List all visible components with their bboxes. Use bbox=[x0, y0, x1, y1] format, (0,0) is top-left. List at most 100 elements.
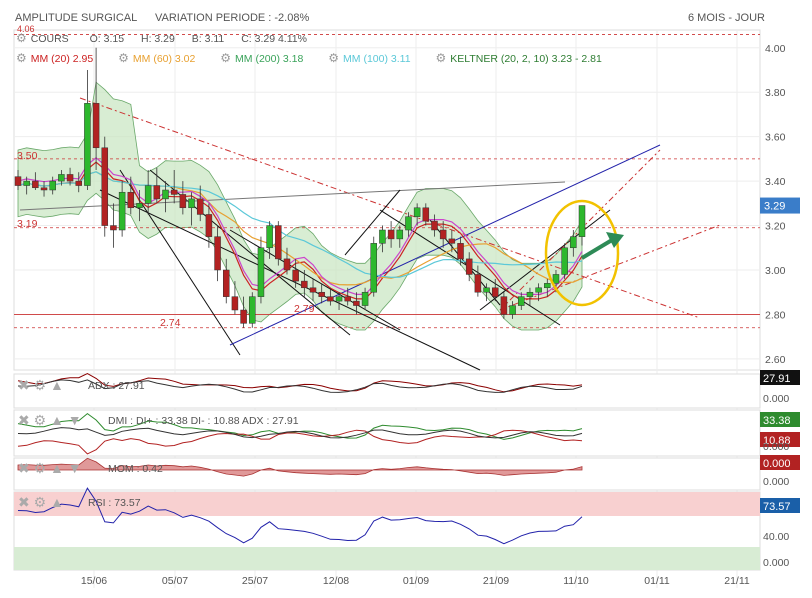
candle bbox=[465, 258, 473, 275]
dmi-label: DMI : DI+ : 33.38 DI- : 10.88 ADX : 27.9… bbox=[108, 415, 299, 427]
candle bbox=[110, 225, 117, 231]
indicator-badge bbox=[760, 455, 800, 470]
gear-icon[interactable]: ⚙ bbox=[118, 51, 129, 65]
x-tick-label: 21/09 bbox=[483, 575, 509, 587]
candle bbox=[318, 291, 325, 297]
candle bbox=[23, 180, 30, 186]
indicator-panel-frame bbox=[13, 457, 761, 491]
candle bbox=[84, 103, 91, 186]
level-label-319: 3.19 bbox=[17, 218, 38, 230]
close-value: C: 3.29 bbox=[241, 33, 276, 45]
cours-label: COURS bbox=[30, 33, 69, 45]
x-tick-label: 01/09 bbox=[403, 575, 429, 587]
candle bbox=[214, 236, 221, 271]
panel-rsi-controls[interactable]: ✖ ⚙ ▲ bbox=[18, 494, 64, 510]
candle bbox=[379, 229, 386, 244]
candle bbox=[66, 174, 74, 182]
panel-dmi-controls[interactable]: ✖ ⚙ ▲ ▼ bbox=[18, 412, 82, 428]
y-tick-label: 3.60 bbox=[765, 132, 786, 144]
y-tick-label: 2.80 bbox=[765, 309, 786, 321]
candle bbox=[405, 216, 412, 231]
x-tick-label: 05/07 bbox=[162, 575, 188, 587]
panel-mom-controls[interactable]: ✖ ⚙ ▲ ▼ bbox=[18, 460, 82, 476]
y-tick-label: 3.00 bbox=[765, 265, 786, 277]
candle bbox=[561, 247, 568, 275]
candle bbox=[14, 176, 22, 186]
indicator-tick-label: 0.000 bbox=[763, 557, 789, 569]
trend-arrow-head bbox=[606, 232, 624, 248]
candle bbox=[101, 147, 109, 226]
y-tick-label: 3.40 bbox=[765, 176, 786, 188]
candle bbox=[92, 103, 100, 149]
candle bbox=[249, 296, 256, 324]
candle bbox=[457, 243, 464, 260]
panel-adx-controls[interactable]: ✖ ⚙ ▲ bbox=[18, 377, 64, 393]
gear-icon[interactable]: ⚙ bbox=[328, 51, 340, 65]
rsi-oversold-zone bbox=[14, 547, 760, 570]
indicator-panel-frame bbox=[13, 409, 761, 457]
mom-label: MOM : 0.42 bbox=[108, 463, 163, 475]
candle bbox=[222, 269, 230, 297]
keltner-label[interactable]: KELTNER (20, 2, 10) 3.23 - 2.81 bbox=[450, 53, 602, 65]
gear-icon[interactable]: ⚙ bbox=[220, 51, 232, 65]
candle bbox=[335, 296, 343, 302]
candle bbox=[309, 287, 317, 293]
trend-line bbox=[99, 189, 481, 371]
candle bbox=[509, 305, 516, 315]
candle bbox=[136, 203, 143, 209]
candle bbox=[144, 185, 152, 204]
candle bbox=[266, 225, 273, 249]
candle bbox=[570, 236, 577, 249]
mm20-label[interactable]: MM (20) 2.95 bbox=[30, 53, 94, 65]
y-tick-label: 3.20 bbox=[765, 221, 786, 233]
mm100-label[interactable]: MM (100) 3.11 bbox=[343, 53, 411, 65]
candle bbox=[396, 229, 404, 240]
candle bbox=[353, 300, 360, 306]
x-tick-label: 15/06 bbox=[81, 575, 107, 587]
level-label-279: 2.79 bbox=[294, 303, 315, 315]
x-tick-label: 01/11 bbox=[644, 575, 670, 587]
trend-line bbox=[229, 144, 661, 346]
trend-line bbox=[229, 229, 401, 331]
x-tick-label: 21/11 bbox=[724, 575, 750, 587]
indicator-tick-label: 0.000 bbox=[763, 393, 789, 405]
candle bbox=[275, 225, 282, 260]
candle bbox=[483, 287, 490, 293]
candle bbox=[58, 174, 65, 182]
period-selector[interactable]: 6 MOIS - JOUR bbox=[688, 12, 766, 24]
legend-cours[interactable]: ⚙ COURS O: 3.15 H: 3.29 B: 3.11 C: 3.29 4… bbox=[16, 31, 307, 45]
gear-icon[interactable]: ⚙ bbox=[16, 51, 27, 65]
level-label-406: 4.06 bbox=[17, 24, 35, 34]
x-tick-label: 25/07 bbox=[242, 575, 268, 587]
mm200-label[interactable]: MM (200) 3.18 bbox=[235, 53, 304, 65]
candle bbox=[344, 296, 351, 302]
level-label-350: 3.50 bbox=[17, 150, 38, 162]
mm60-label[interactable]: MM (60) 3.02 bbox=[132, 53, 196, 65]
candle bbox=[448, 238, 456, 244]
high-value: H: 3.29 bbox=[140, 33, 175, 45]
indicator-badge-value: 73.57 bbox=[763, 501, 791, 513]
candle bbox=[162, 189, 169, 200]
trend-line bbox=[499, 224, 721, 311]
gear-icon[interactable]: ⚙ bbox=[16, 31, 27, 45]
candle bbox=[578, 205, 586, 237]
y-tick-label: 2.60 bbox=[765, 354, 786, 366]
rsi-label: RSI : 73.57 bbox=[88, 497, 141, 509]
indicator-badge bbox=[760, 370, 800, 385]
candle bbox=[231, 296, 239, 311]
indicator-panel-frame bbox=[13, 373, 761, 409]
candle bbox=[257, 247, 265, 297]
chart-title: AMPLITUDE SURGICAL bbox=[15, 12, 138, 24]
candle bbox=[552, 274, 560, 284]
last-price-badge bbox=[760, 197, 800, 214]
candle bbox=[370, 243, 378, 293]
indicator-tick-label: 40.00 bbox=[763, 531, 789, 543]
candle bbox=[535, 287, 542, 293]
candle bbox=[179, 194, 187, 209]
indicator-tick-label: 0.000 bbox=[763, 476, 789, 488]
gear-icon[interactable]: ⚙ bbox=[435, 51, 447, 65]
candle bbox=[170, 189, 178, 195]
rsi-line bbox=[17, 487, 583, 545]
candle bbox=[40, 187, 48, 191]
